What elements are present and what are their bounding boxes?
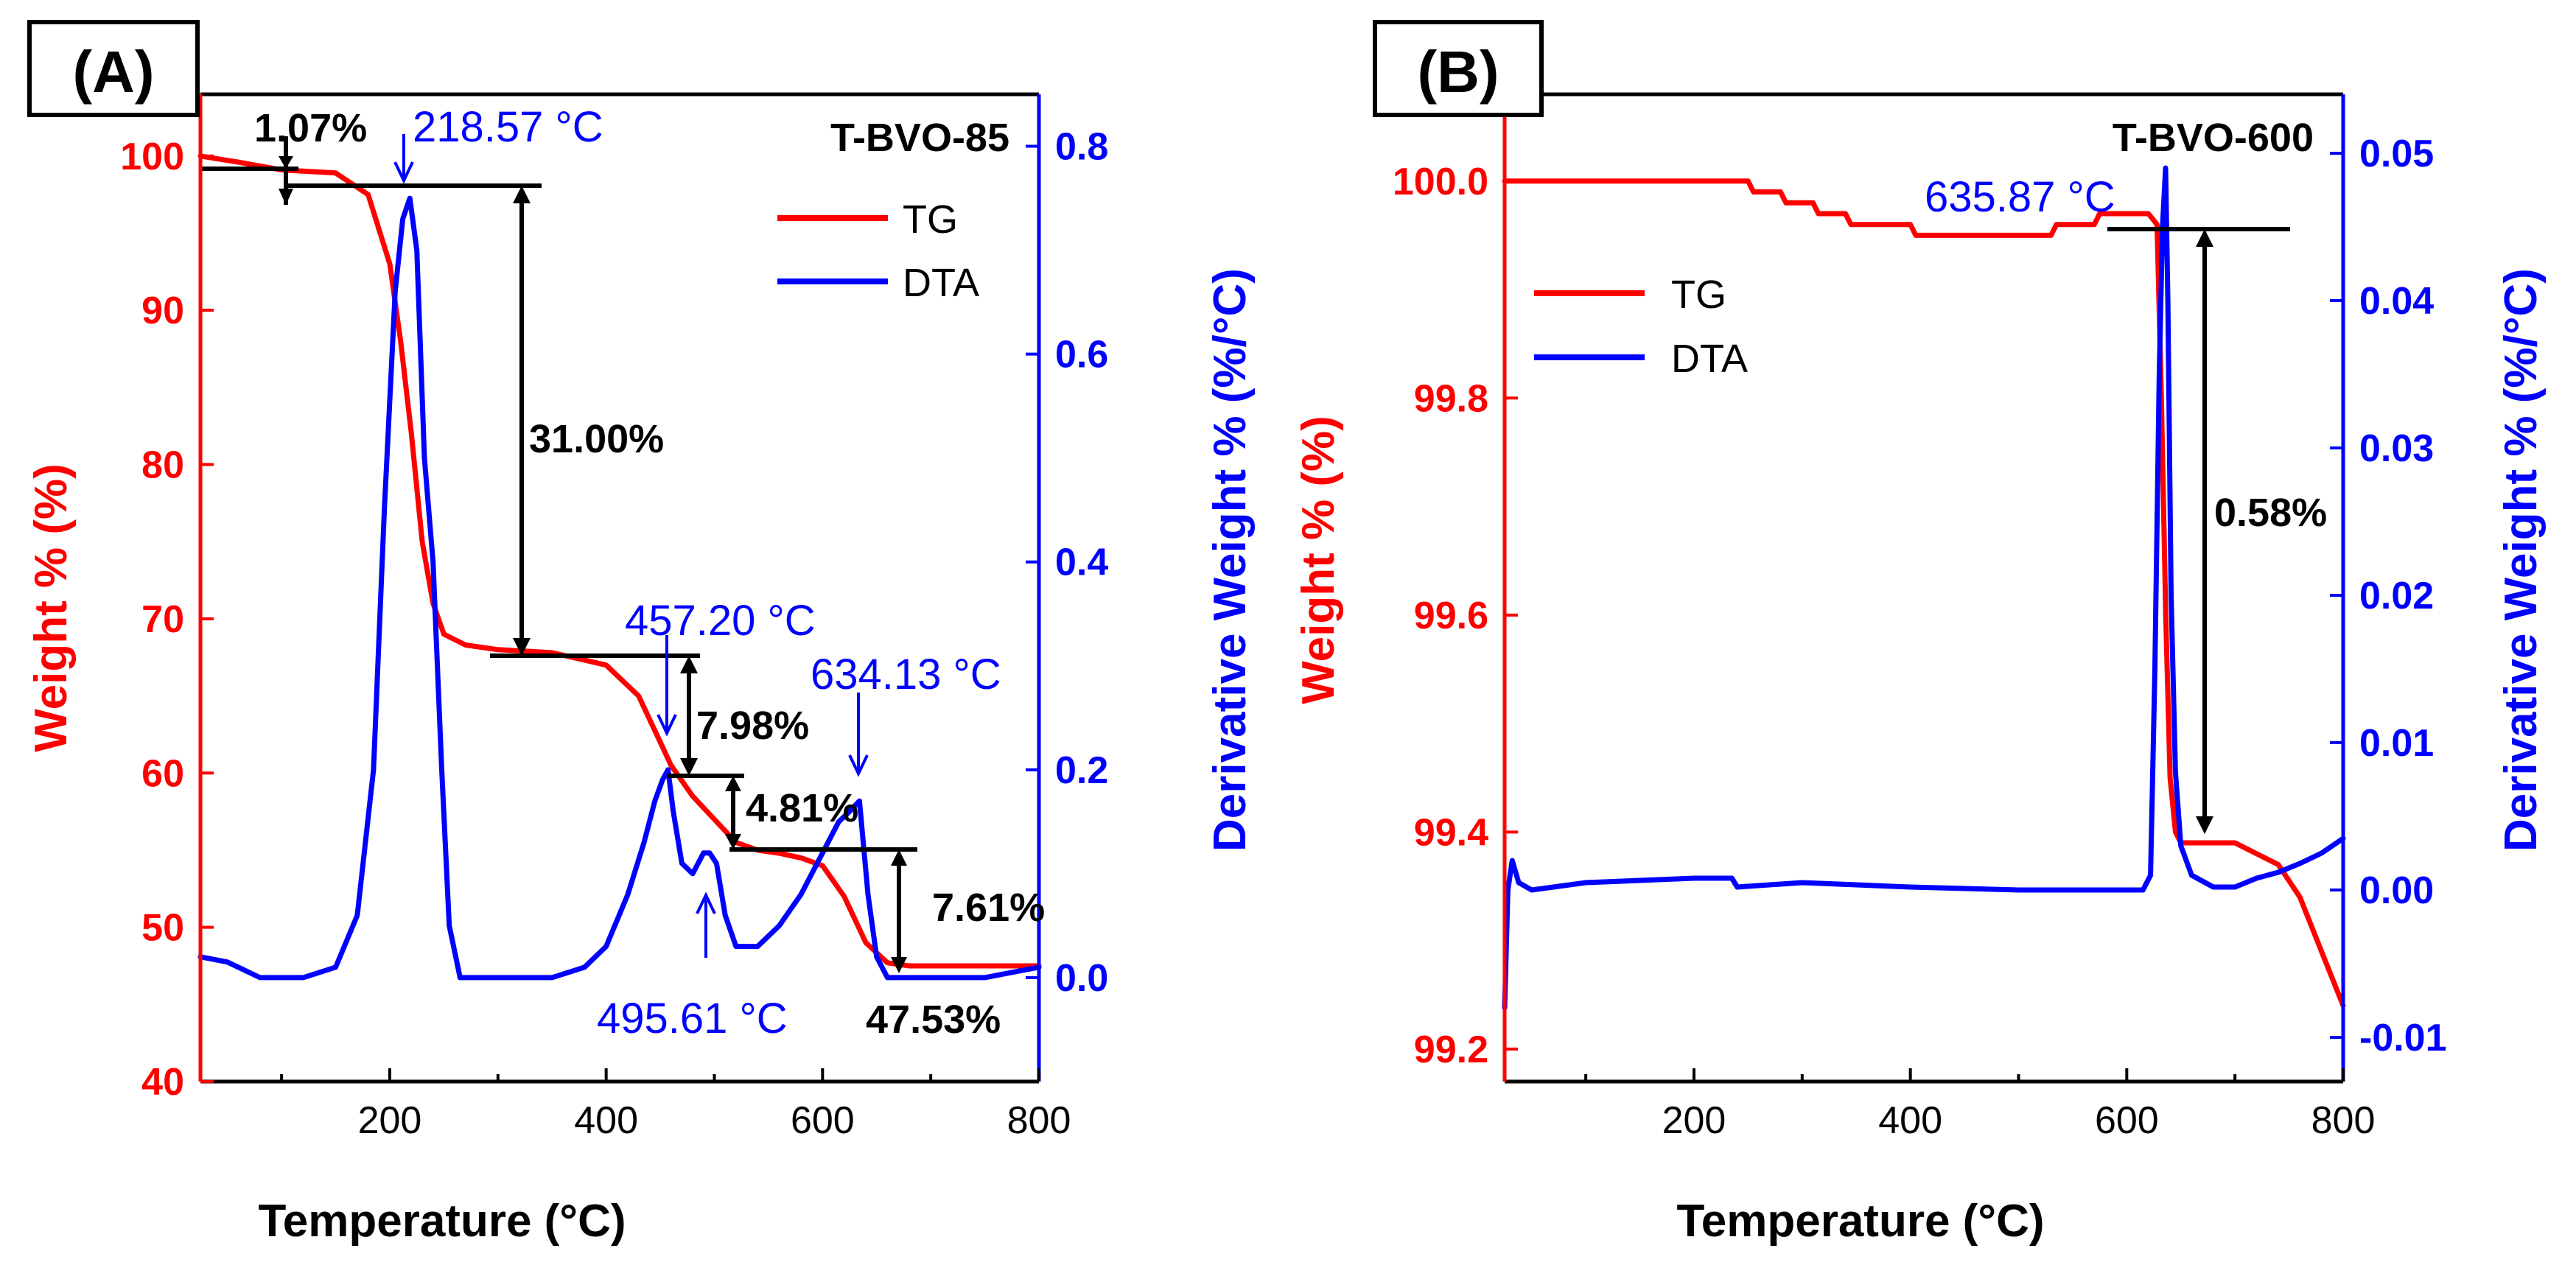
panel-b-axes: [1502, 92, 2345, 1084]
panel-a-ticks: 200 400 600 800 40 50 60 70 80 90 100 0.0 0.2 0.4 0.6 0…: [120, 126, 1108, 1142]
panel-a-loss-4: 4.81%: [746, 786, 858, 830]
panel-b-peak-1: 635.87 °C: [1925, 173, 2115, 221]
y-right-tick-label: 0.2: [1055, 749, 1108, 792]
y-right-tick-label: -0.01: [2359, 1017, 2447, 1059]
panel-a-loss-5: 7.61%: [932, 886, 1045, 930]
panel-a-residual: 47.53%: [866, 998, 1001, 1042]
panel-a-legend: TG DTA: [777, 197, 979, 305]
series-line-dta: [1502, 165, 2346, 1011]
y-left-tick-label: 60: [141, 752, 184, 795]
panel-a-y-right-title: Derivative Weight % (%/°C): [1205, 268, 1256, 852]
panel-a-x-axis-title: Temperature (°C): [258, 1196, 626, 1247]
y-left-tick-label: 99.8: [1414, 377, 1488, 420]
panel-a-peak-1: 218.57 °C: [413, 103, 603, 151]
panel-b-tg-layer: [1502, 178, 2346, 1009]
x-tick-label: 200: [358, 1099, 422, 1142]
y-right-tick-label: 0.8: [1055, 126, 1108, 169]
y-left-tick-label: 99.2: [1414, 1029, 1488, 1071]
panel-b-label: (B): [1417, 39, 1499, 105]
y-left-tick-label: 80: [141, 444, 184, 487]
panel-b-x-axis-title: Temperature (°C): [1676, 1196, 2044, 1247]
panel-a-annotation-lines: [199, 136, 917, 973]
panel-b-label-box: [1373, 20, 1544, 117]
y-left-tick-label: 50: [141, 907, 184, 950]
y-right-tick-label: 0.0: [1055, 957, 1108, 1000]
legend-dta-label: DTA: [903, 261, 979, 305]
y-left-tick-label: 100: [120, 136, 184, 178]
panel-a-peak-4: 634.13 °C: [811, 651, 1001, 698]
panel-b: 200 400 600 800 99.2 99.4 99.6 99.8 100.0 -0.01 0.…: [1293, 20, 2547, 1247]
legend-tg-label: TG: [1671, 273, 1726, 317]
panel-b-legend: TG DTA: [1534, 273, 1748, 381]
panel-a-loss-3: 7.98%: [696, 704, 809, 748]
panel-a-peak-arrows: [393, 134, 869, 958]
panel-a: 200 400 600 800 40 50 60 70 80 90 100 0.0 0.2 0.4 0.6 0…: [26, 20, 1256, 1247]
x-tick-label: 200: [1662, 1099, 1726, 1142]
y-left-tick-label: 99.4: [1414, 811, 1488, 854]
series-line-tg: [1502, 178, 2346, 1009]
y-left-tick-label: 100.0: [1393, 161, 1488, 203]
panel-b-dta-layer: [1502, 165, 2346, 1011]
panel-a-sample-label: T-BVO-85: [830, 116, 1009, 160]
legend-tg-label: TG: [903, 197, 958, 242]
y-right-tick-label: 0.4: [1055, 542, 1108, 584]
y-right-tick-label: 0.6: [1055, 334, 1108, 376]
panel-a-dta-layer: [197, 195, 1042, 981]
panel-a-axes: [198, 92, 1041, 1084]
y-right-tick-label: 0.02: [2359, 575, 2434, 617]
y-right-tick-label: 0.03: [2359, 427, 2434, 470]
y-left-tick-label: 99.6: [1414, 595, 1488, 637]
y-right-tick-label: 0.04: [2359, 280, 2434, 323]
panel-b-ticks: 200 400 600 800 99.2 99.4 99.6 99.8 100.0 -0.01 0.…: [1393, 133, 2447, 1142]
x-tick-label: 400: [1878, 1099, 1942, 1142]
panel-a-peak-3: 495.61 °C: [597, 995, 788, 1043]
y-left-tick-label: 70: [141, 598, 184, 641]
x-tick-label: 600: [2095, 1099, 2159, 1142]
legend-dta-label: DTA: [1671, 337, 1748, 381]
y-left-tick-label: 90: [141, 290, 184, 332]
panel-a-peak-2: 457.20 °C: [625, 597, 816, 645]
panel-a-label-box: [27, 20, 200, 117]
series-line-tg: [197, 153, 1042, 969]
panel-b-annotation-lines: [2107, 227, 2290, 834]
y-right-tick-label: 0.01: [2359, 722, 2434, 765]
x-tick-label: 600: [791, 1099, 855, 1142]
x-tick-label: 800: [1007, 1099, 1071, 1142]
panel-a-loss-1: 1.07%: [254, 106, 367, 150]
series-line-dta: [197, 195, 1042, 981]
panel-b-sample-label: T-BVO-600: [2113, 116, 2314, 160]
panel-b-y-right-title: Derivative Weight % (%/°C): [2496, 268, 2547, 852]
x-tick-label: 800: [2311, 1099, 2376, 1142]
panel-a-y-left-title: Weight % (%): [26, 463, 77, 752]
panel-a-label: (A): [72, 39, 154, 105]
y-right-tick-label: 0.00: [2359, 869, 2434, 912]
y-left-tick-label: 40: [141, 1061, 184, 1104]
panel-b-loss-1: 0.58%: [2214, 491, 2327, 535]
panel-b-y-left-title: Weight % (%): [1293, 416, 1344, 704]
y-right-tick-label: 0.05: [2359, 133, 2434, 175]
x-tick-label: 400: [574, 1099, 638, 1142]
panel-a-loss-2: 31.00%: [529, 417, 664, 461]
panel-a-tg-layer: [197, 153, 1042, 969]
